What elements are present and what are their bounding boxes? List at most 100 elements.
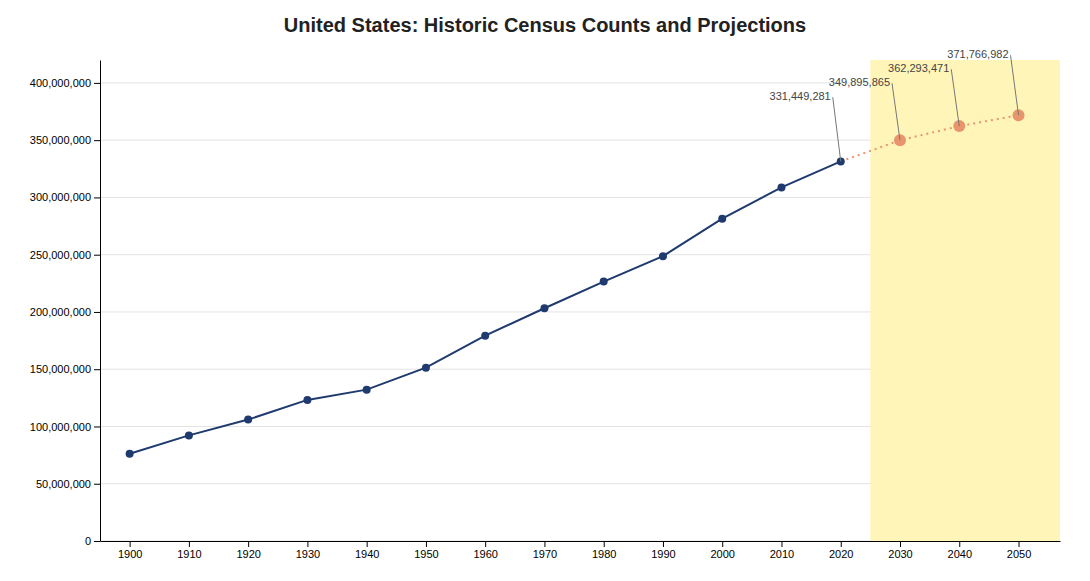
series-marker xyxy=(1013,109,1025,121)
x-tick-label: 1910 xyxy=(177,548,201,560)
x-tick: 1930 xyxy=(296,541,320,560)
x-tick: 1910 xyxy=(177,541,201,560)
y-tick-mark xyxy=(94,369,100,370)
x-tick: 1940 xyxy=(355,541,379,560)
annotation-connector xyxy=(951,69,959,126)
series-marker xyxy=(363,386,371,394)
x-tick-label: 1950 xyxy=(414,548,438,560)
series-line xyxy=(841,115,1019,161)
y-tick: 400,000,000 xyxy=(30,77,100,89)
x-tick-mark xyxy=(544,541,545,547)
y-tick: 200,000,000 xyxy=(30,306,100,318)
y-tick-label: 250,000,000 xyxy=(30,249,91,261)
y-tick: 350,000,000 xyxy=(30,134,100,146)
x-axis-line xyxy=(101,541,1061,542)
y-tick: 0 xyxy=(85,535,100,547)
x-tick: 2020 xyxy=(829,541,853,560)
series-marker xyxy=(777,183,785,191)
y-tick-mark xyxy=(94,312,100,313)
x-tick-mark xyxy=(900,541,901,547)
y-tick-mark xyxy=(94,140,100,141)
annotation-label: 331,449,281 xyxy=(770,90,831,102)
x-tick: 2030 xyxy=(888,541,912,560)
x-tick-label: 1920 xyxy=(236,548,260,560)
series-marker xyxy=(481,332,489,340)
y-tick-mark xyxy=(94,255,100,256)
x-tick-mark xyxy=(722,541,723,547)
x-tick-label: 1960 xyxy=(473,548,497,560)
series-marker xyxy=(185,431,193,439)
series-marker xyxy=(600,278,608,286)
projection-span xyxy=(870,60,1060,541)
annotation-connector xyxy=(833,97,841,161)
x-tick: 2000 xyxy=(710,541,734,560)
y-tick: 50,000,000 xyxy=(36,478,100,490)
annotation-label: 362,293,471 xyxy=(888,62,949,74)
x-tick: 1900 xyxy=(118,541,142,560)
x-tick: 1990 xyxy=(651,541,675,560)
y-axis-line xyxy=(100,61,101,542)
x-tick-mark xyxy=(604,541,605,547)
y-tick-label: 350,000,000 xyxy=(30,134,91,146)
x-tick: 1980 xyxy=(592,541,616,560)
series-marker xyxy=(718,215,726,223)
x-tick-mark xyxy=(663,541,664,547)
x-tick-mark xyxy=(1019,541,1020,547)
x-tick-mark xyxy=(426,541,427,547)
x-tick-label: 1930 xyxy=(296,548,320,560)
x-tick-label: 2010 xyxy=(770,548,794,560)
x-tick-label: 1900 xyxy=(118,548,142,560)
x-tick-label: 2000 xyxy=(710,548,734,560)
x-tick-label: 2040 xyxy=(948,548,972,560)
x-tick-mark xyxy=(307,541,308,547)
y-tick-mark xyxy=(94,484,100,485)
x-tick-mark xyxy=(959,541,960,547)
x-tick-label: 1970 xyxy=(533,548,557,560)
y-tick-label: 300,000,000 xyxy=(30,191,91,203)
x-tick: 1920 xyxy=(236,541,260,560)
x-tick-label: 2030 xyxy=(888,548,912,560)
x-tick: 1970 xyxy=(533,541,557,560)
x-tick-label: 1990 xyxy=(651,548,675,560)
x-tick-label: 2020 xyxy=(829,548,853,560)
plot-area xyxy=(126,60,1060,541)
annotations: 331,449,281 349,895,865 362,293,471 371,766… xyxy=(770,48,1019,161)
series-marker xyxy=(126,450,134,458)
y-tick-mark xyxy=(94,426,100,427)
annotation-connector xyxy=(1011,55,1019,115)
annotation-label: 349,895,865 xyxy=(829,76,890,88)
x-tick-label: 2050 xyxy=(1007,548,1031,560)
x-tick-mark xyxy=(781,541,782,547)
y-tick-label: 150,000,000 xyxy=(30,363,91,375)
x-tick-mark xyxy=(841,541,842,547)
series-line xyxy=(130,161,841,453)
y-tick-label: 100,000,000 xyxy=(30,420,91,432)
x-tick: 2040 xyxy=(948,541,972,560)
y-tick-mark xyxy=(94,83,100,84)
y-tick-label: 200,000,000 xyxy=(30,306,91,318)
y-tick: 250,000,000 xyxy=(30,249,100,261)
y-tick: 300,000,000 xyxy=(30,191,100,203)
series-marker xyxy=(659,252,667,260)
annotation-connector xyxy=(892,83,900,140)
x-tick-mark xyxy=(485,541,486,547)
series-marker xyxy=(303,396,311,404)
y-tick: 150,000,000 xyxy=(30,363,100,375)
x-tick: 2010 xyxy=(770,541,794,560)
series-marker xyxy=(540,304,548,312)
y-tick-mark xyxy=(94,541,100,542)
chart: United States: Historic Census Counts an… xyxy=(0,0,1090,581)
y-tick: 100,000,000 xyxy=(30,420,100,432)
y-tick-label: 0 xyxy=(85,535,91,547)
x-tick-mark xyxy=(367,541,368,547)
x-tick: 1960 xyxy=(473,541,497,560)
y-axis: 0 50,000,000 100,000,000 150,000,000 200,000… xyxy=(30,61,101,548)
y-tick-label: 400,000,000 xyxy=(30,77,91,89)
series-marker xyxy=(244,416,252,424)
y-tick-label: 50,000,000 xyxy=(36,478,91,490)
x-tick: 2050 xyxy=(1007,541,1031,560)
series-marker xyxy=(422,364,430,372)
title: United States: Historic Census Counts an… xyxy=(284,14,806,36)
annotation-label: 371,766,982 xyxy=(947,48,1008,60)
x-axis: 1900 1910 1920 1930 1940 1950 1960 1970 1980 1990… xyxy=(101,541,1061,560)
